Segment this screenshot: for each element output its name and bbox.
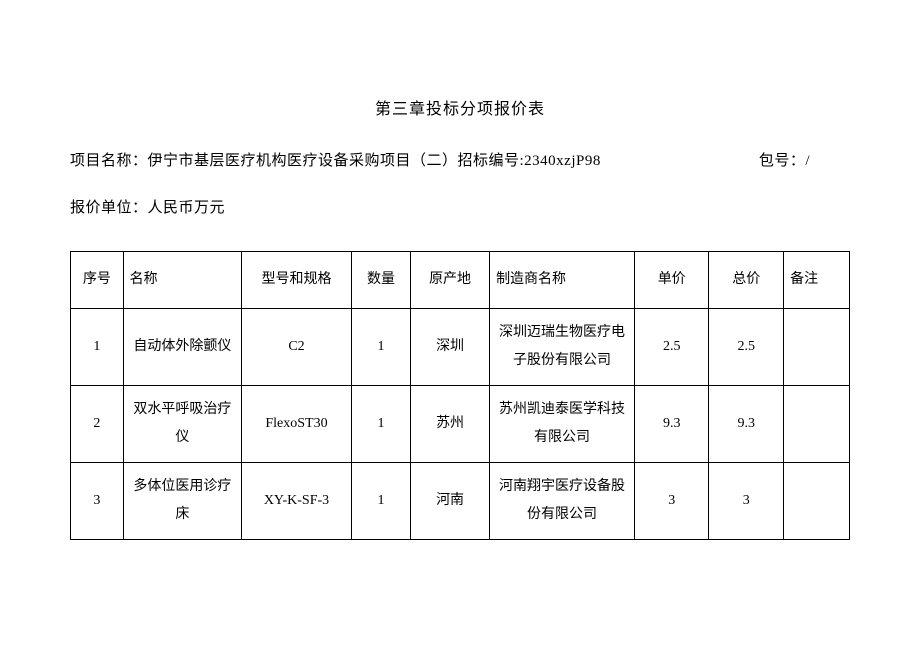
cell-qty: 1: [351, 386, 410, 463]
project-label: 项目名称：: [70, 153, 148, 169]
cell-qty: 1: [351, 463, 410, 540]
package-label: 包号：: [759, 153, 806, 169]
cell-total-price: 2.5: [709, 309, 784, 386]
cell-mfr: 河南翔宇医疗设备股份有限公司: [490, 463, 635, 540]
page-container: 第三章投标分项报价表 项目名称：伊宁市基层医疗机构医疗设备采购项目（二）招标编号…: [0, 0, 920, 540]
cell-total-price: 9.3: [709, 386, 784, 463]
table-body: 1 自动体外除颤仪 C2 1 深圳 深圳迈瑞生物医疗电子股份有限公司 2.5 2…: [71, 309, 850, 540]
unit-line: 报价单位：人民币万元: [70, 196, 850, 217]
col-header-model: 型号和规格: [242, 252, 352, 309]
cell-model: C2: [242, 309, 352, 386]
table-row: 3 多体位医用诊疗床 XY-K-SF-3 1 河南 河南翔宇医疗设备股份有限公司…: [71, 463, 850, 540]
page-title: 第三章投标分项报价表: [70, 95, 850, 119]
cell-name: 自动体外除颤仪: [123, 309, 241, 386]
cell-qty: 1: [351, 309, 410, 386]
cell-seq: 2: [71, 386, 124, 463]
cell-name: 双水平呼吸治疗仪: [123, 386, 241, 463]
cell-origin: 河南: [411, 463, 490, 540]
col-header-seq: 序号: [71, 252, 124, 309]
cell-seq: 3: [71, 463, 124, 540]
package-info: 包号：/: [759, 149, 850, 170]
cell-origin: 苏州: [411, 386, 490, 463]
col-header-total-price: 总价: [709, 252, 784, 309]
col-header-mfr: 制造商名称: [490, 252, 635, 309]
cell-model: FlexoST30: [242, 386, 352, 463]
cell-unit-price: 9.3: [634, 386, 709, 463]
col-header-unit-price: 单价: [634, 252, 709, 309]
cell-unit-price: 2.5: [634, 309, 709, 386]
unit-value: 人民币万元: [148, 200, 226, 216]
col-header-qty: 数量: [351, 252, 410, 309]
cell-remark: [784, 309, 850, 386]
col-header-origin: 原产地: [411, 252, 490, 309]
table-row: 2 双水平呼吸治疗仪 FlexoST30 1 苏州 苏州凯迪泰医学科技有限公司 …: [71, 386, 850, 463]
cell-total-price: 3: [709, 463, 784, 540]
cell-name: 多体位医用诊疗床: [123, 463, 241, 540]
cell-remark: [784, 463, 850, 540]
cell-mfr: 深圳迈瑞生物医疗电子股份有限公司: [490, 309, 635, 386]
cell-mfr: 苏州凯迪泰医学科技有限公司: [490, 386, 635, 463]
cell-model: XY-K-SF-3: [242, 463, 352, 540]
cell-seq: 1: [71, 309, 124, 386]
col-header-remark: 备注: [784, 252, 850, 309]
col-header-name: 名称: [123, 252, 241, 309]
project-name: 伊宁市基层医疗机构医疗设备采购项目（二）招标编号:2340xzjP98: [148, 153, 601, 169]
unit-label: 报价单位：: [70, 200, 148, 216]
header-row: 序号 名称 型号和规格 数量 原产地 制造商名称 单价 总价 备注: [71, 252, 850, 309]
cell-unit-price: 3: [634, 463, 709, 540]
package-value: /: [805, 153, 810, 169]
cell-origin: 深圳: [411, 309, 490, 386]
project-info-line: 项目名称：伊宁市基层医疗机构医疗设备采购项目（二）招标编号:2340xzjP98…: [70, 149, 850, 170]
table-header: 序号 名称 型号和规格 数量 原产地 制造商名称 单价 总价 备注: [71, 252, 850, 309]
cell-remark: [784, 386, 850, 463]
quote-table: 序号 名称 型号和规格 数量 原产地 制造商名称 单价 总价 备注 1 自动体外…: [70, 251, 850, 540]
table-row: 1 自动体外除颤仪 C2 1 深圳 深圳迈瑞生物医疗电子股份有限公司 2.5 2…: [71, 309, 850, 386]
project-info-left: 项目名称：伊宁市基层医疗机构医疗设备采购项目（二）招标编号:2340xzjP98: [70, 149, 601, 170]
